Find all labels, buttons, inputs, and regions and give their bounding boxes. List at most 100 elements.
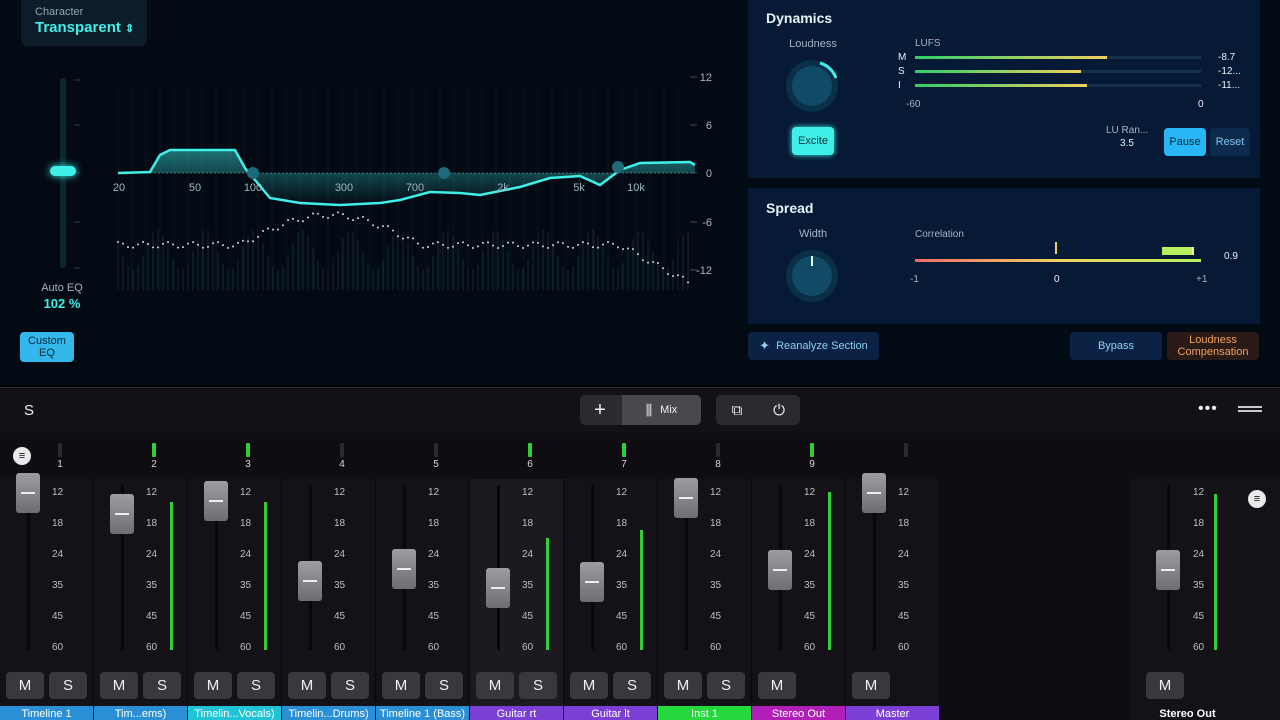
channel-name[interactable]: Timeline 1 <box>0 706 93 720</box>
fader-track <box>215 485 218 650</box>
stereo-out-mute-button[interactable]: M <box>1146 672 1184 699</box>
select-icon[interactable]: ⧉ <box>731 401 743 419</box>
mute-button[interactable]: M <box>382 672 420 699</box>
channel-name[interactable]: Guitar lt <box>564 706 657 720</box>
volume-fader[interactable] <box>862 473 886 513</box>
eq-graph[interactable]: 20 50 100 300 700 2k 5k 10k 12 6 0 -6 -12 <box>0 0 740 372</box>
character-value: Transparent ⇕ <box>35 19 135 36</box>
mute-button[interactable]: M <box>288 672 326 699</box>
auto-eq-slider-handle[interactable] <box>50 166 76 176</box>
custom-eq-button[interactable]: Custom EQ <box>20 332 74 362</box>
character-selector[interactable]: Character Transparent ⇕ <box>21 0 147 46</box>
action-segment: ⧉ ⏻ <box>716 395 800 425</box>
volume-fader[interactable] <box>486 568 510 608</box>
scale-mark: 24 <box>616 549 628 560</box>
channel-name[interactable]: Master <box>846 706 939 720</box>
mute-button[interactable]: M <box>852 672 890 699</box>
fader-track <box>121 485 124 650</box>
volume-fader[interactable] <box>768 550 792 590</box>
scale-mark: 35 <box>616 580 628 591</box>
stereo-out-fader[interactable] <box>1156 550 1180 590</box>
scale-mark: 24 <box>334 549 346 560</box>
freq-label: 700 <box>406 182 424 194</box>
solo-button[interactable]: S <box>707 672 745 699</box>
view-segment: + ⫼ Mix <box>580 395 701 425</box>
volume-fader[interactable] <box>16 473 40 513</box>
solo-button[interactable]: S <box>425 672 463 699</box>
mute-button[interactable]: M <box>664 672 702 699</box>
add-icon[interactable]: + <box>594 398 606 421</box>
channel-name[interactable]: Timelin...Drums) <box>282 706 375 720</box>
mute-button[interactable]: M <box>100 672 138 699</box>
scale-mark: 35 <box>428 580 440 591</box>
loudness-compensation-button[interactable]: Loudness Compensation <box>1167 332 1259 360</box>
handle-icon[interactable] <box>1238 406 1262 408</box>
power-icon[interactable]: ⏻ <box>773 401 785 419</box>
db-label: 0 <box>706 168 712 180</box>
level-meter <box>170 502 173 650</box>
bypass-button[interactable]: Bypass <box>1070 332 1162 360</box>
stereo-out-name: Stereo Out <box>1159 708 1216 720</box>
channel-name[interactable]: Inst 1 <box>658 706 751 720</box>
correlation-value: 0.9 <box>1224 251 1238 262</box>
freq-label: 10k <box>627 182 645 194</box>
volume-fader[interactable] <box>674 478 698 518</box>
dynamics-panel: Dynamics Loudness Excite LUFS M -8.7 S -1… <box>748 0 1260 178</box>
scale-mark: 45 <box>146 611 158 622</box>
mute-button[interactable]: M <box>570 672 608 699</box>
channel-name[interactable]: Guitar rt <box>470 706 563 720</box>
channel-led <box>434 443 438 457</box>
lufs-row-value: -8.7 <box>1218 52 1236 63</box>
solo-button[interactable]: S <box>49 672 87 699</box>
volume-fader[interactable] <box>392 549 416 589</box>
solo-button[interactable]: S <box>613 672 651 699</box>
channel-name[interactable]: Timeline 1 (Bass) <box>376 706 469 720</box>
channel-number: 6 <box>527 459 533 470</box>
scale-mark: 24 <box>52 549 64 560</box>
channel-number: 8 <box>715 459 721 470</box>
loudness-knob[interactable] <box>784 58 840 114</box>
pause-button[interactable]: Pause <box>1164 128 1206 156</box>
scale-mark: 24 <box>804 549 816 560</box>
solo-button[interactable]: S <box>143 672 181 699</box>
channel-name[interactable]: Timelin...Vocals) <box>188 706 281 720</box>
solo-button[interactable]: S <box>519 672 557 699</box>
spread-panel: Spread Width Correlation 0.9 -1 0 +1 <box>748 188 1260 324</box>
db-label: 6 <box>706 120 712 132</box>
volume-fader[interactable] <box>580 562 604 602</box>
filter-icon-right[interactable]: ≡ <box>1248 490 1266 508</box>
channel-name[interactable]: Tim...ems) <box>94 706 187 720</box>
scale-mark: 18 <box>240 518 252 529</box>
more-icon[interactable]: ••• <box>1198 400 1218 417</box>
width-knob[interactable] <box>784 248 840 304</box>
mix-tab[interactable]: ⫼ Mix <box>622 395 701 425</box>
channel-led <box>58 443 62 457</box>
mute-button[interactable]: M <box>194 672 232 699</box>
channel-name[interactable]: Stereo Out <box>752 706 845 720</box>
solo-button[interactable]: S <box>331 672 369 699</box>
freq-label: 300 <box>335 182 353 194</box>
scale-mark: 60 <box>428 642 440 653</box>
solo-button[interactable]: S <box>237 672 275 699</box>
mute-button[interactable]: M <box>6 672 44 699</box>
channel-number: 3 <box>245 459 251 470</box>
volume-fader[interactable] <box>204 481 228 521</box>
solo-indicator[interactable]: S <box>24 402 35 419</box>
channel-led <box>152 443 156 457</box>
volume-fader[interactable] <box>298 561 322 601</box>
reanalyze-label: Reanalyze Section <box>776 340 868 352</box>
reanalyze-button[interactable]: ✦ Reanalyze Section <box>748 332 879 360</box>
scale-mark: 60 <box>522 642 534 653</box>
scale-mark: 60 <box>240 642 252 653</box>
mute-button[interactable]: M <box>476 672 514 699</box>
channel-led <box>340 443 344 457</box>
volume-fader[interactable] <box>110 494 134 534</box>
reset-button[interactable]: Reset <box>1210 128 1250 156</box>
scale-mark: 18 <box>1193 518 1205 529</box>
lufs-row-track <box>915 84 1201 87</box>
correlation-scale-min: -1 <box>910 274 919 285</box>
scale-mark: 60 <box>898 642 910 653</box>
mute-button[interactable]: M <box>758 672 796 699</box>
filter-icon[interactable]: ≡ <box>13 447 31 465</box>
excite-button[interactable]: Excite <box>792 127 834 155</box>
